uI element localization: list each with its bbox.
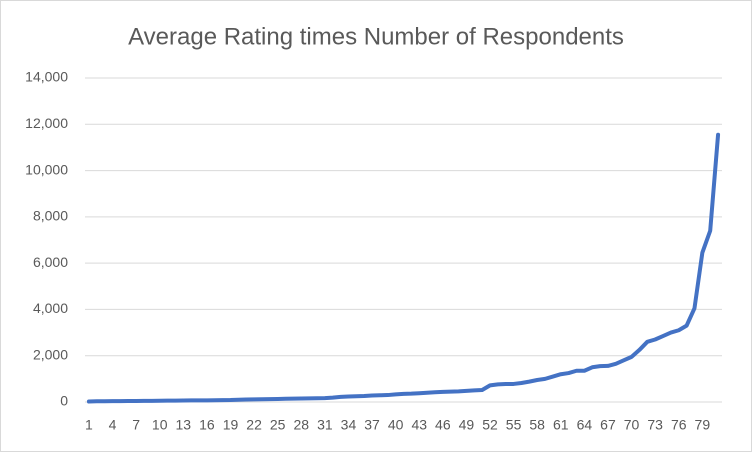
y-tick-label: 0 — [60, 393, 68, 409]
y-tick-label: 8,000 — [33, 208, 68, 224]
y-tick-label: 10,000 — [25, 161, 68, 177]
x-tick-label: 61 — [553, 417, 569, 433]
y-tick-label: 2,000 — [33, 346, 68, 362]
x-tick-label: 13 — [176, 417, 192, 433]
x-tick-label: 10 — [152, 417, 168, 433]
x-tick-label: 31 — [317, 417, 333, 433]
x-tick-label: 73 — [647, 417, 663, 433]
x-tick-label: 67 — [600, 417, 616, 433]
x-tick-label: 1 — [85, 417, 93, 433]
x-tick-label: 40 — [388, 417, 404, 433]
x-tick-label: 55 — [506, 417, 522, 433]
y-tick-label: 4,000 — [33, 300, 68, 316]
x-tick-label: 19 — [223, 417, 239, 433]
x-tick-label: 28 — [293, 417, 309, 433]
line-series — [86, 132, 721, 404]
x-tick-label: 25 — [270, 417, 286, 433]
chart-title: Average Rating times Number of Responden… — [128, 23, 624, 50]
y-tick-label: 14,000 — [25, 69, 68, 85]
x-tick-label: 46 — [435, 417, 451, 433]
x-tick-label: 16 — [199, 417, 215, 433]
x-tick-label: 58 — [529, 417, 545, 433]
y-tick-label: 6,000 — [33, 254, 68, 270]
y-tick-label: 12,000 — [25, 115, 68, 131]
x-tick-label: 52 — [482, 417, 498, 433]
x-tick-label: 22 — [246, 417, 262, 433]
x-tick-label: 34 — [341, 417, 357, 433]
x-tick-label: 76 — [671, 417, 687, 433]
x-tick-label: 70 — [624, 417, 640, 433]
x-tick-label: 64 — [577, 417, 593, 433]
x-tick-label: 79 — [695, 417, 711, 433]
x-tick-label: 4 — [109, 417, 117, 433]
x-tick-label: 49 — [459, 417, 475, 433]
x-tick-label: 7 — [132, 417, 140, 433]
x-tick-label: 43 — [411, 417, 427, 433]
x-tick-label: 37 — [364, 417, 380, 433]
